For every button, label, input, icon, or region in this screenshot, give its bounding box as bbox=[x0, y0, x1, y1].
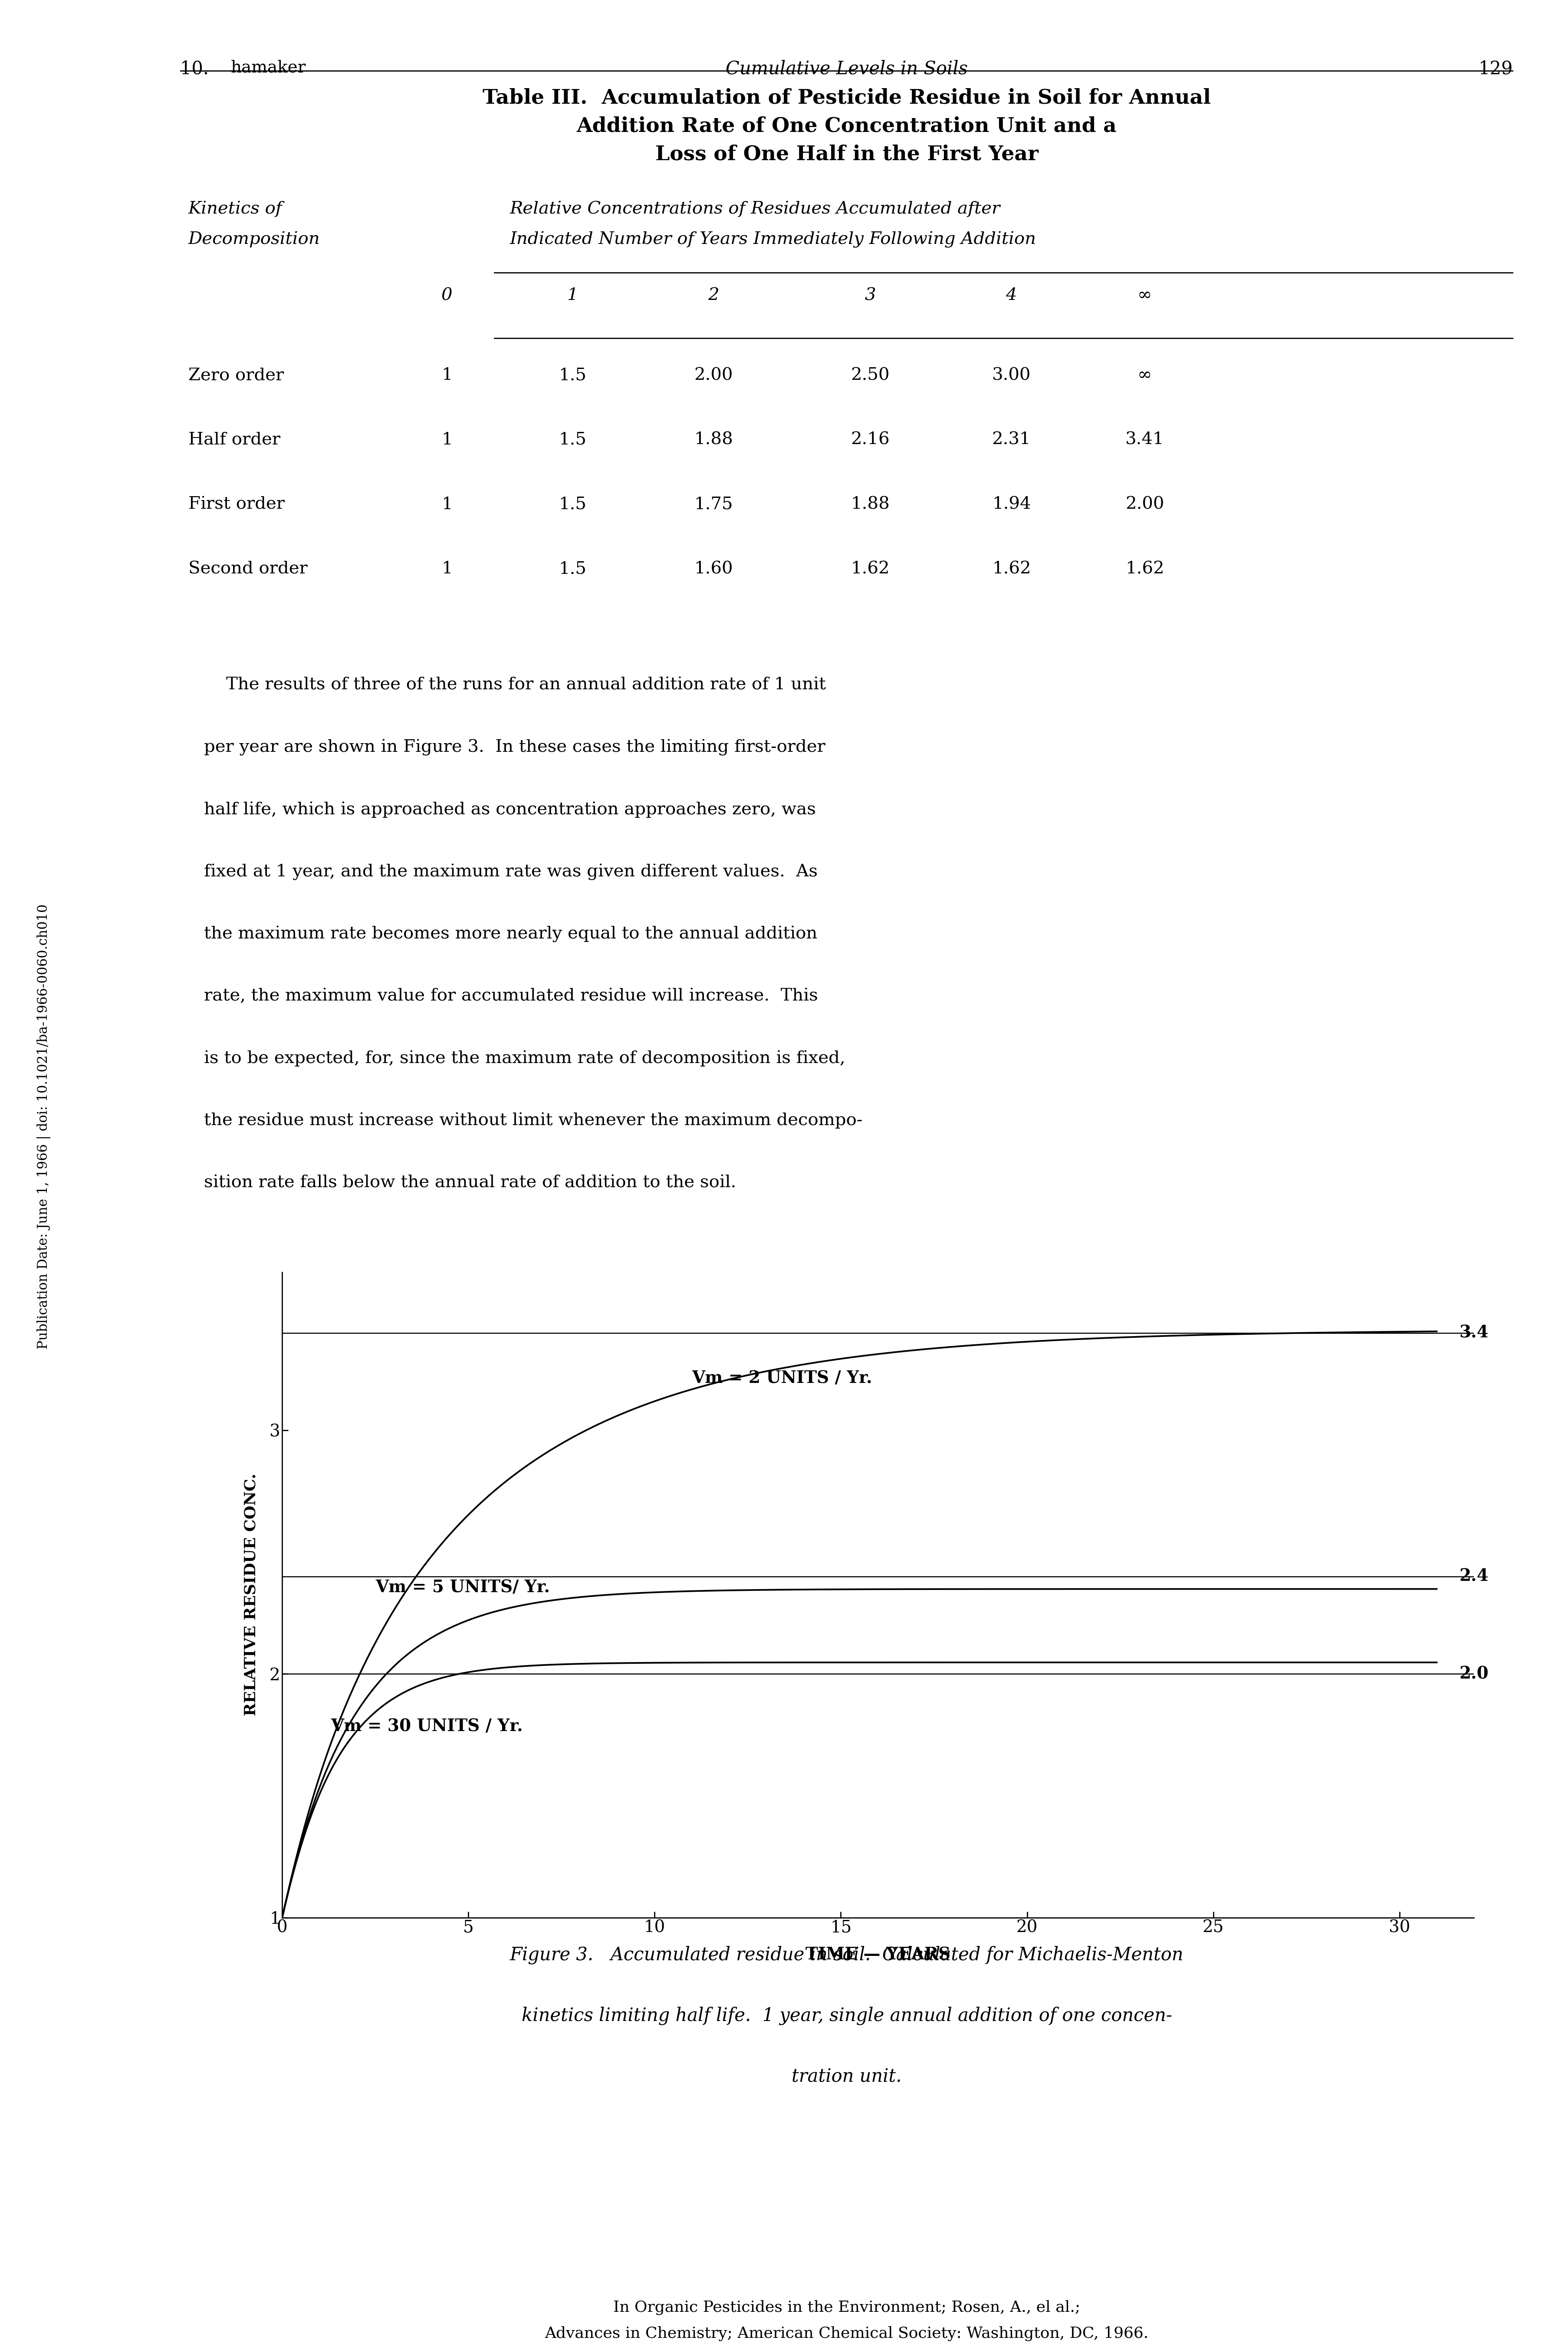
Text: First order: First order bbox=[188, 498, 284, 512]
Text: 1.88: 1.88 bbox=[851, 498, 889, 512]
Text: 1.62: 1.62 bbox=[851, 561, 889, 577]
Text: Cumulative Levels in Soils: Cumulative Levels in Soils bbox=[726, 59, 967, 77]
Text: tration unit.: tration unit. bbox=[792, 2068, 902, 2086]
Text: Indicated Number of Years Immediately Following Addition: Indicated Number of Years Immediately Fo… bbox=[510, 232, 1036, 249]
Text: hamaker: hamaker bbox=[230, 59, 306, 75]
X-axis label: TIME — YEARS: TIME — YEARS bbox=[806, 1946, 950, 1962]
Text: 2.31: 2.31 bbox=[993, 432, 1030, 448]
Text: In Organic Pesticides in the Environment; Rosen, A., el al.;: In Organic Pesticides in the Environment… bbox=[613, 2300, 1080, 2314]
Text: 1.60: 1.60 bbox=[695, 561, 732, 577]
Text: Relative Concentrations of Residues Accumulated after: Relative Concentrations of Residues Accu… bbox=[510, 202, 1000, 216]
Text: ∞: ∞ bbox=[1137, 368, 1152, 383]
Text: 3.00: 3.00 bbox=[993, 368, 1030, 383]
Text: 1.62: 1.62 bbox=[993, 561, 1030, 577]
Text: 1: 1 bbox=[566, 289, 579, 303]
Text: half life, which is approached as concentration approaches zero, was: half life, which is approached as concen… bbox=[204, 803, 815, 817]
Text: the maximum rate becomes more nearly equal to the annual addition: the maximum rate becomes more nearly equ… bbox=[204, 927, 817, 943]
Text: ∞: ∞ bbox=[1137, 289, 1152, 303]
Text: 3.4: 3.4 bbox=[1458, 1324, 1488, 1340]
Text: 1.5: 1.5 bbox=[558, 561, 586, 577]
Text: sition rate falls below the annual rate of addition to the soil.: sition rate falls below the annual rate … bbox=[204, 1174, 735, 1190]
Text: 1: 1 bbox=[441, 368, 453, 383]
Text: Advances in Chemistry; American Chemical Society: Washington, DC, 1966.: Advances in Chemistry; American Chemical… bbox=[544, 2326, 1149, 2340]
Text: 2.00: 2.00 bbox=[695, 368, 732, 383]
Text: 2.16: 2.16 bbox=[851, 432, 889, 448]
Text: 2: 2 bbox=[707, 289, 720, 303]
Text: 1.94: 1.94 bbox=[993, 498, 1030, 512]
Text: rate, the maximum value for accumulated residue will increase.  This: rate, the maximum value for accumulated … bbox=[204, 988, 818, 1005]
Text: 1: 1 bbox=[441, 498, 453, 512]
Text: per year are shown in Figure 3.  In these cases the limiting first-order: per year are shown in Figure 3. In these… bbox=[204, 739, 825, 756]
Text: 3.41: 3.41 bbox=[1126, 432, 1163, 448]
Text: 2.4: 2.4 bbox=[1458, 1568, 1488, 1584]
Text: 0: 0 bbox=[441, 289, 453, 303]
Text: Half order: Half order bbox=[188, 432, 281, 448]
Text: the residue must increase without limit whenever the maximum decompo-: the residue must increase without limit … bbox=[204, 1112, 862, 1129]
Text: Vm = 2 UNITS / Yr.: Vm = 2 UNITS / Yr. bbox=[691, 1371, 872, 1387]
Text: Decomposition: Decomposition bbox=[188, 232, 320, 246]
Text: 2.0: 2.0 bbox=[1458, 1666, 1488, 1683]
Text: 2.00: 2.00 bbox=[1126, 498, 1163, 512]
Text: 1.5: 1.5 bbox=[558, 498, 586, 512]
Text: 2.50: 2.50 bbox=[851, 368, 889, 383]
Text: Loss of One Half in the First Year: Loss of One Half in the First Year bbox=[655, 146, 1038, 164]
Text: 129: 129 bbox=[1479, 59, 1513, 77]
Text: 1.62: 1.62 bbox=[1126, 561, 1163, 577]
Text: Second order: Second order bbox=[188, 561, 307, 577]
Text: Kinetics of: Kinetics of bbox=[188, 202, 282, 216]
Text: 1: 1 bbox=[441, 561, 453, 577]
Text: is to be expected, for, since the maximum rate of decomposition is fixed,: is to be expected, for, since the maximu… bbox=[204, 1051, 845, 1066]
Text: Publication Date: June 1, 1966 | doi: 10.1021/ba-1966-0060.ch010: Publication Date: June 1, 1966 | doi: 10… bbox=[38, 904, 50, 1350]
Text: Figure 3.   Accumulated residue in soil.  Calculated for Michaelis-Menton: Figure 3. Accumulated residue in soil. C… bbox=[510, 1946, 1184, 1964]
Text: Vm = 30 UNITS / Yr.: Vm = 30 UNITS / Yr. bbox=[331, 1718, 522, 1734]
Text: 4: 4 bbox=[1005, 289, 1018, 303]
Text: 10.: 10. bbox=[180, 59, 221, 77]
Text: Table III.  Accumulation of Pesticide Residue in Soil for Annual: Table III. Accumulation of Pesticide Res… bbox=[483, 87, 1210, 108]
Text: 1: 1 bbox=[441, 432, 453, 448]
Text: Vm = 5 UNITS/ Yr.: Vm = 5 UNITS/ Yr. bbox=[375, 1580, 550, 1596]
Y-axis label: RELATIVE RESIDUE CONC.: RELATIVE RESIDUE CONC. bbox=[243, 1474, 259, 1716]
Text: 1.5: 1.5 bbox=[558, 432, 586, 448]
Text: fixed at 1 year, and the maximum rate was given different values.  As: fixed at 1 year, and the maximum rate wa… bbox=[204, 864, 817, 880]
Text: 1.75: 1.75 bbox=[695, 498, 732, 512]
Text: 1.5: 1.5 bbox=[558, 368, 586, 383]
Text: 1.88: 1.88 bbox=[695, 432, 732, 448]
Text: Zero order: Zero order bbox=[188, 368, 284, 383]
Text: 3: 3 bbox=[864, 289, 877, 303]
Text: kinetics limiting half life.  1 year, single annual addition of one concen-: kinetics limiting half life. 1 year, sin… bbox=[522, 2007, 1171, 2025]
Text: Addition Rate of One Concentration Unit and a: Addition Rate of One Concentration Unit … bbox=[577, 115, 1116, 136]
Text: The results of three of the runs for an annual addition rate of 1 unit: The results of three of the runs for an … bbox=[204, 678, 826, 692]
